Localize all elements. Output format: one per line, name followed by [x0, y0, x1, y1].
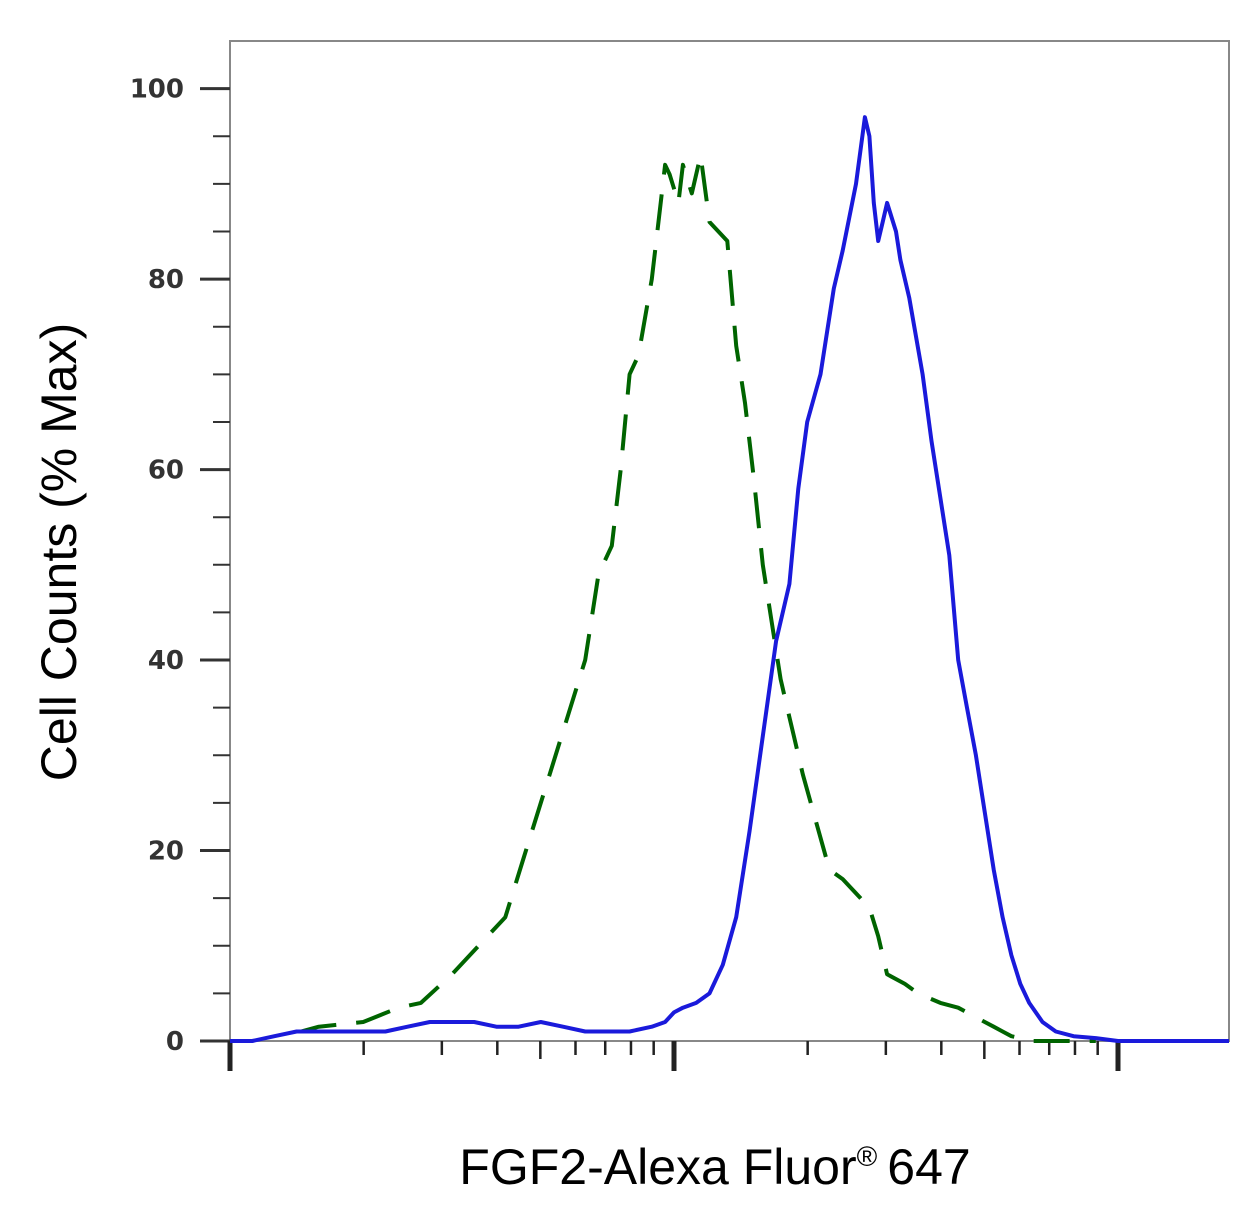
y-tick-label: 80 — [148, 265, 184, 295]
series-line-dashed — [300, 153, 1096, 1043]
x-axis-title-main: FGF2-Alexa Fluor — [459, 1139, 856, 1195]
plot-frame — [229, 40, 1230, 1042]
x-axis — [227, 1041, 1121, 1071]
y-axis: 0 20 40 60 80 100 — [130, 75, 230, 1057]
registered-mark: ® — [857, 1141, 878, 1172]
series-group — [230, 115, 1229, 1043]
series-line-solid — [230, 115, 1229, 1043]
y-tick-label: 40 — [148, 646, 184, 676]
y-tick-label: 100 — [130, 75, 184, 105]
y-tick-label: 20 — [148, 837, 184, 867]
y-tick-label: 60 — [148, 456, 184, 486]
y-tick-label: 0 — [166, 1027, 184, 1057]
x-axis-title-suffix: 647 — [887, 1139, 970, 1195]
x-axis-title: FGF2-Alexa Fluor® 647 — [459, 1139, 970, 1195]
y-axis-title: Cell Counts (% Max) — [31, 323, 87, 781]
